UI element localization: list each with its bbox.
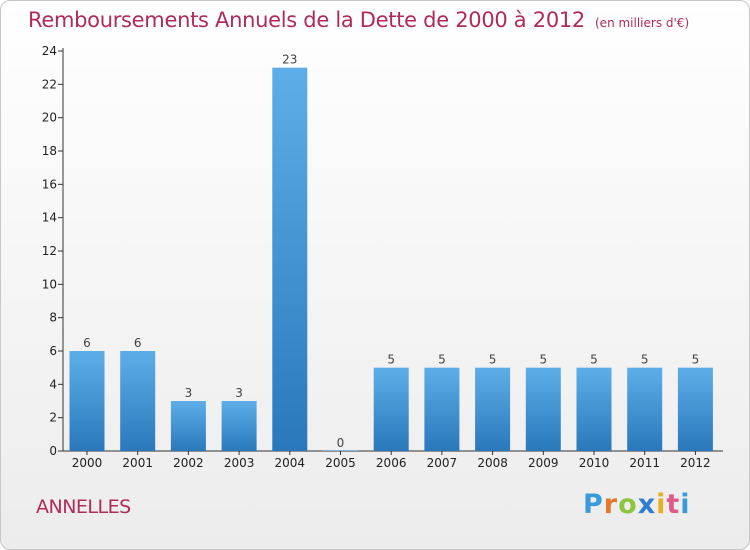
data-label: 5 [590, 353, 598, 367]
x-tick-label: 2005 [325, 456, 356, 470]
bar [272, 67, 308, 452]
x-tick-label: 2007 [427, 456, 458, 470]
x-tick-label: 2011 [629, 456, 660, 470]
x-tick-label: 2009 [528, 456, 559, 470]
y-tick-label: 14 [42, 211, 57, 225]
bar [475, 367, 511, 451]
x-tick-label: 2008 [477, 456, 508, 470]
data-label: 6 [83, 336, 91, 350]
data-label: 5 [387, 353, 395, 367]
y-tick-label: 10 [42, 277, 57, 291]
bar [221, 401, 257, 451]
x-tick-label: 2010 [579, 456, 610, 470]
data-label: 5 [489, 353, 497, 367]
commune-name: ANNELLES [36, 496, 131, 518]
bar [373, 367, 409, 451]
data-label: 5 [692, 353, 700, 367]
proxiti-logo: Proxiti [583, 489, 691, 520]
y-tick-label: 22 [42, 77, 57, 91]
x-tick-label: 2000 [72, 456, 103, 470]
x-tick-label: 2002 [173, 456, 204, 470]
bar [525, 367, 561, 451]
x-tick-label: 2003 [224, 456, 255, 470]
y-tick-label: 20 [42, 111, 57, 125]
chart-title: Remboursements Annuels de la Dette de 20… [28, 8, 689, 32]
x-tick-label: 2004 [275, 456, 306, 470]
data-label: 23 [282, 53, 297, 67]
bar [576, 367, 612, 451]
data-label: 5 [539, 353, 547, 367]
data-label: 6 [134, 336, 142, 350]
chart-subtitle: (en milliers d'€) [595, 16, 690, 30]
bar [323, 450, 358, 451]
x-tick-label: 2001 [122, 456, 153, 470]
y-tick-label: 6 [49, 344, 57, 358]
data-label: 5 [641, 353, 649, 367]
bar [170, 401, 206, 451]
data-label: 5 [438, 353, 446, 367]
y-tick-label: 2 [49, 411, 57, 425]
data-label: 3 [185, 386, 193, 400]
y-tick-label: 8 [49, 311, 57, 325]
x-tick-label: 2012 [680, 456, 711, 470]
bar [120, 351, 156, 451]
x-tick-label: 2006 [376, 456, 407, 470]
bar [424, 367, 460, 451]
y-tick-label: 0 [49, 444, 57, 458]
y-tick-label: 18 [42, 144, 57, 158]
y-tick-label: 12 [42, 244, 57, 258]
y-tick-label: 16 [42, 177, 57, 191]
bar [69, 351, 105, 451]
bar [677, 367, 713, 451]
data-label: 0 [337, 436, 345, 450]
chart-title-text: Remboursements Annuels de la Dette de 20… [28, 8, 585, 32]
y-tick-label: 4 [49, 377, 57, 391]
bar [627, 367, 663, 451]
y-tick-label: 24 [42, 44, 57, 58]
data-label: 3 [235, 386, 243, 400]
